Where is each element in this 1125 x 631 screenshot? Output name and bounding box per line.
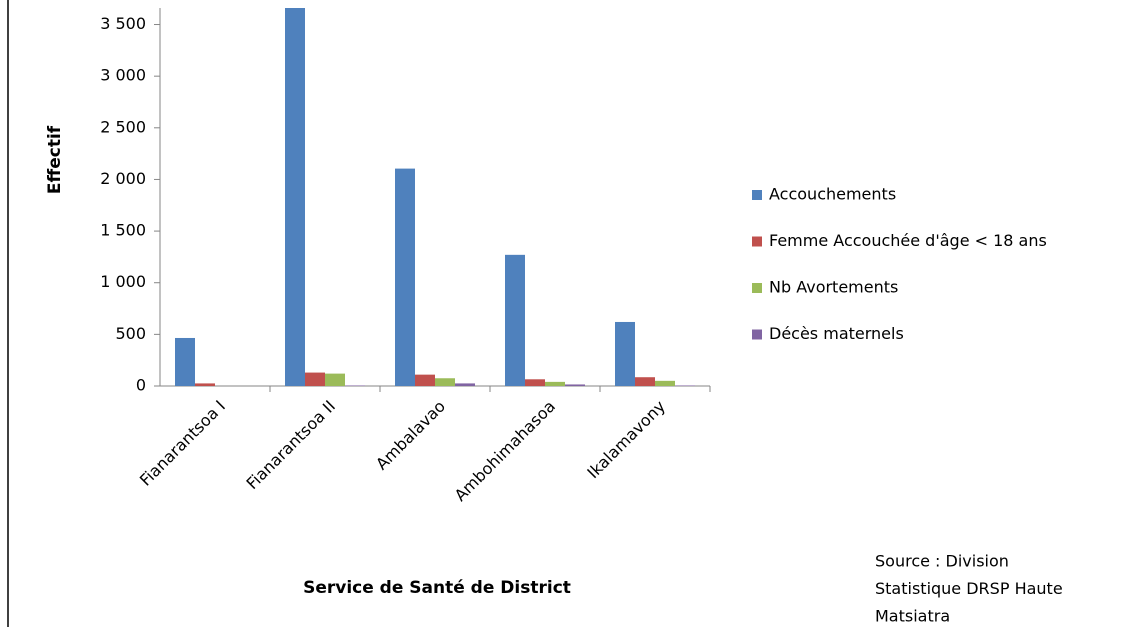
x-tick-label: Ikalamavony [583,397,669,483]
y-tick-label: 0 [136,376,146,395]
bars [175,8,695,386]
y-tick-label: 2 000 [100,169,146,188]
bar [285,8,305,386]
x-tick-label: Fianarantsoa I [136,397,229,490]
legend-label: Accouchements [769,185,896,204]
legend-swatch [752,190,762,200]
source-note: Matsiatra [875,607,950,626]
bar [325,373,345,386]
legend-label: Décès maternels [769,324,904,343]
y-tick-label: 2 500 [100,117,146,136]
y-tick-label: 500 [115,324,146,343]
legend-label: Femme Accouchée d'âge < 18 ans [769,231,1047,250]
bar [435,378,455,386]
x-tick-label: Ambohimahasoa [451,397,559,505]
bar [615,321,635,386]
bar [305,372,325,386]
bar [675,385,695,386]
bar [525,379,545,386]
source-note: Statistique DRSP Haute [875,579,1063,598]
y-tick-label: 1 000 [100,272,146,291]
y-tick-label: 3 000 [100,66,146,85]
bar [175,337,195,386]
legend-swatch [752,329,762,340]
y-axis-title: Effectif [45,125,65,194]
x-axis-title: Service de Santé de District [303,578,571,598]
source-note: Source : Division [875,552,1009,571]
legend-swatch [752,236,762,247]
bar [345,385,365,386]
bar [455,383,475,386]
bar [635,377,655,386]
x-tick-label: Fianarantsoa II [243,397,340,494]
bar [655,380,675,386]
x-tick-label: Ambalavao [372,397,449,474]
bar [415,374,435,386]
bar [565,384,585,386]
legend-swatch [752,283,762,293]
y-tick-label: 1 500 [100,221,146,240]
bar [505,254,525,386]
bar [395,168,415,386]
legend-label: Nb Avortements [769,278,898,297]
bar [545,381,565,386]
bar [195,383,215,386]
y-tick-label: 3 500 [100,14,146,33]
